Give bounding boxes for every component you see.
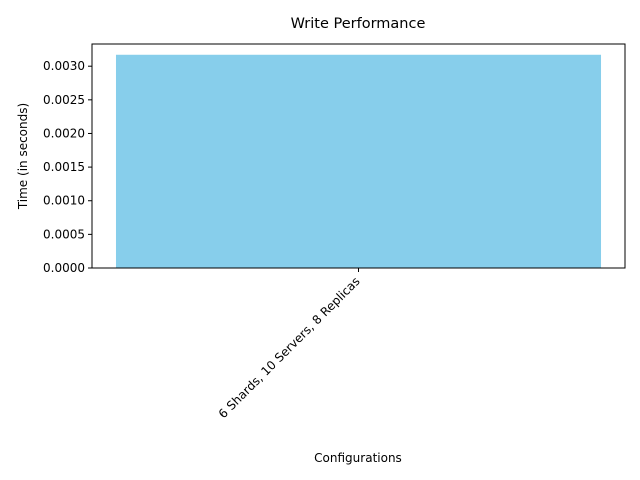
y-tick-label: 0.0015 [43, 160, 85, 174]
y-tick-label: 0.0020 [43, 126, 85, 140]
bars-layer [115, 54, 602, 269]
bar [115, 54, 602, 269]
chart-title: Write Performance [291, 16, 426, 32]
y-tick-label: 0.0030 [43, 59, 85, 73]
x-tick-label: 6 Shards, 10 Servers, 8 Replicas [216, 274, 363, 421]
y-axis: 0.0000 0.0005 0.0010 0.0015 0.0020 0.0025 0.00… [43, 59, 92, 275]
y-tick-label: 0.0010 [43, 194, 85, 208]
y-tick-label: 0.0025 [43, 93, 85, 107]
x-axis-label: Configurations [314, 451, 402, 465]
y-tick-label: 0.0005 [43, 227, 85, 241]
y-axis-label: Time (in seconds) [16, 103, 30, 210]
y-tick-label: 0.0000 [43, 261, 85, 275]
plot-frame [91, 43, 626, 269]
x-axis: 6 Shards, 10 Servers, 8 Replicas [216, 268, 363, 421]
